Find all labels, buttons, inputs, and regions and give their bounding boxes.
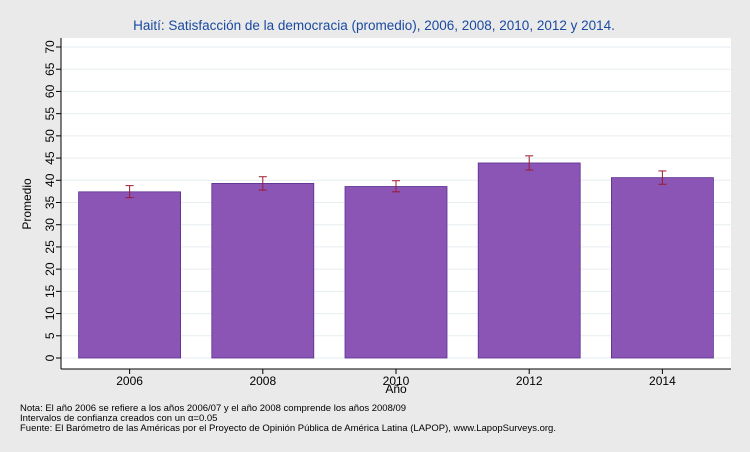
x-axis-label: Año [385, 382, 407, 396]
x-tick-label-2008: 2008 [249, 374, 276, 388]
y-tick-label-40: 40 [43, 173, 57, 187]
y-tick-label-5: 5 [43, 332, 57, 339]
axes: 0 5 10 15 20 25 30 35 40 45 50 55 60 65 70 2006 2008 2010… [43, 38, 731, 388]
bar-2008 [211, 182, 315, 359]
y-tick-label-65: 65 [43, 62, 57, 76]
y-tick-label-10: 10 [43, 307, 57, 321]
y-tick-label-50: 50 [43, 129, 57, 143]
y-tick-label-35: 35 [43, 196, 57, 210]
bar-2006 [78, 191, 181, 359]
x-tick-label-2012: 2012 [516, 374, 543, 388]
y-tick-label-55: 55 [43, 107, 57, 121]
x-tick-label-2006: 2006 [116, 374, 143, 388]
y-tick-label-45: 45 [43, 151, 57, 165]
source-line: Fuente: El Barómetro de las Américas por… [20, 423, 556, 434]
note-line-2: Intervalos de confianza creados con un α… [20, 413, 217, 424]
error-bars [125, 155, 667, 199]
y-tick-label-20: 20 [43, 262, 57, 276]
note-line-1: Nota: El año 2006 se refiere a los años … [20, 403, 406, 414]
y-tick-label-15: 15 [43, 284, 57, 298]
y-tick-label-70: 70 [43, 40, 57, 54]
y-tick-label-25: 25 [43, 240, 57, 254]
bars [78, 162, 714, 359]
x-tick-label-2014: 2014 [649, 374, 676, 388]
bar-2012 [477, 162, 581, 359]
y-axis-label: Promedio [20, 178, 34, 230]
chart-title: Haití: Satisfacción de la democracia (pr… [133, 18, 615, 33]
bar-2010 [344, 186, 448, 359]
y-tick-label-0: 0 [43, 354, 57, 361]
y-tick-label-60: 60 [43, 84, 57, 98]
x-tick-label-2010: 2010 [383, 374, 410, 388]
y-tick-label-30: 30 [43, 218, 57, 232]
bar-2014 [611, 177, 714, 359]
